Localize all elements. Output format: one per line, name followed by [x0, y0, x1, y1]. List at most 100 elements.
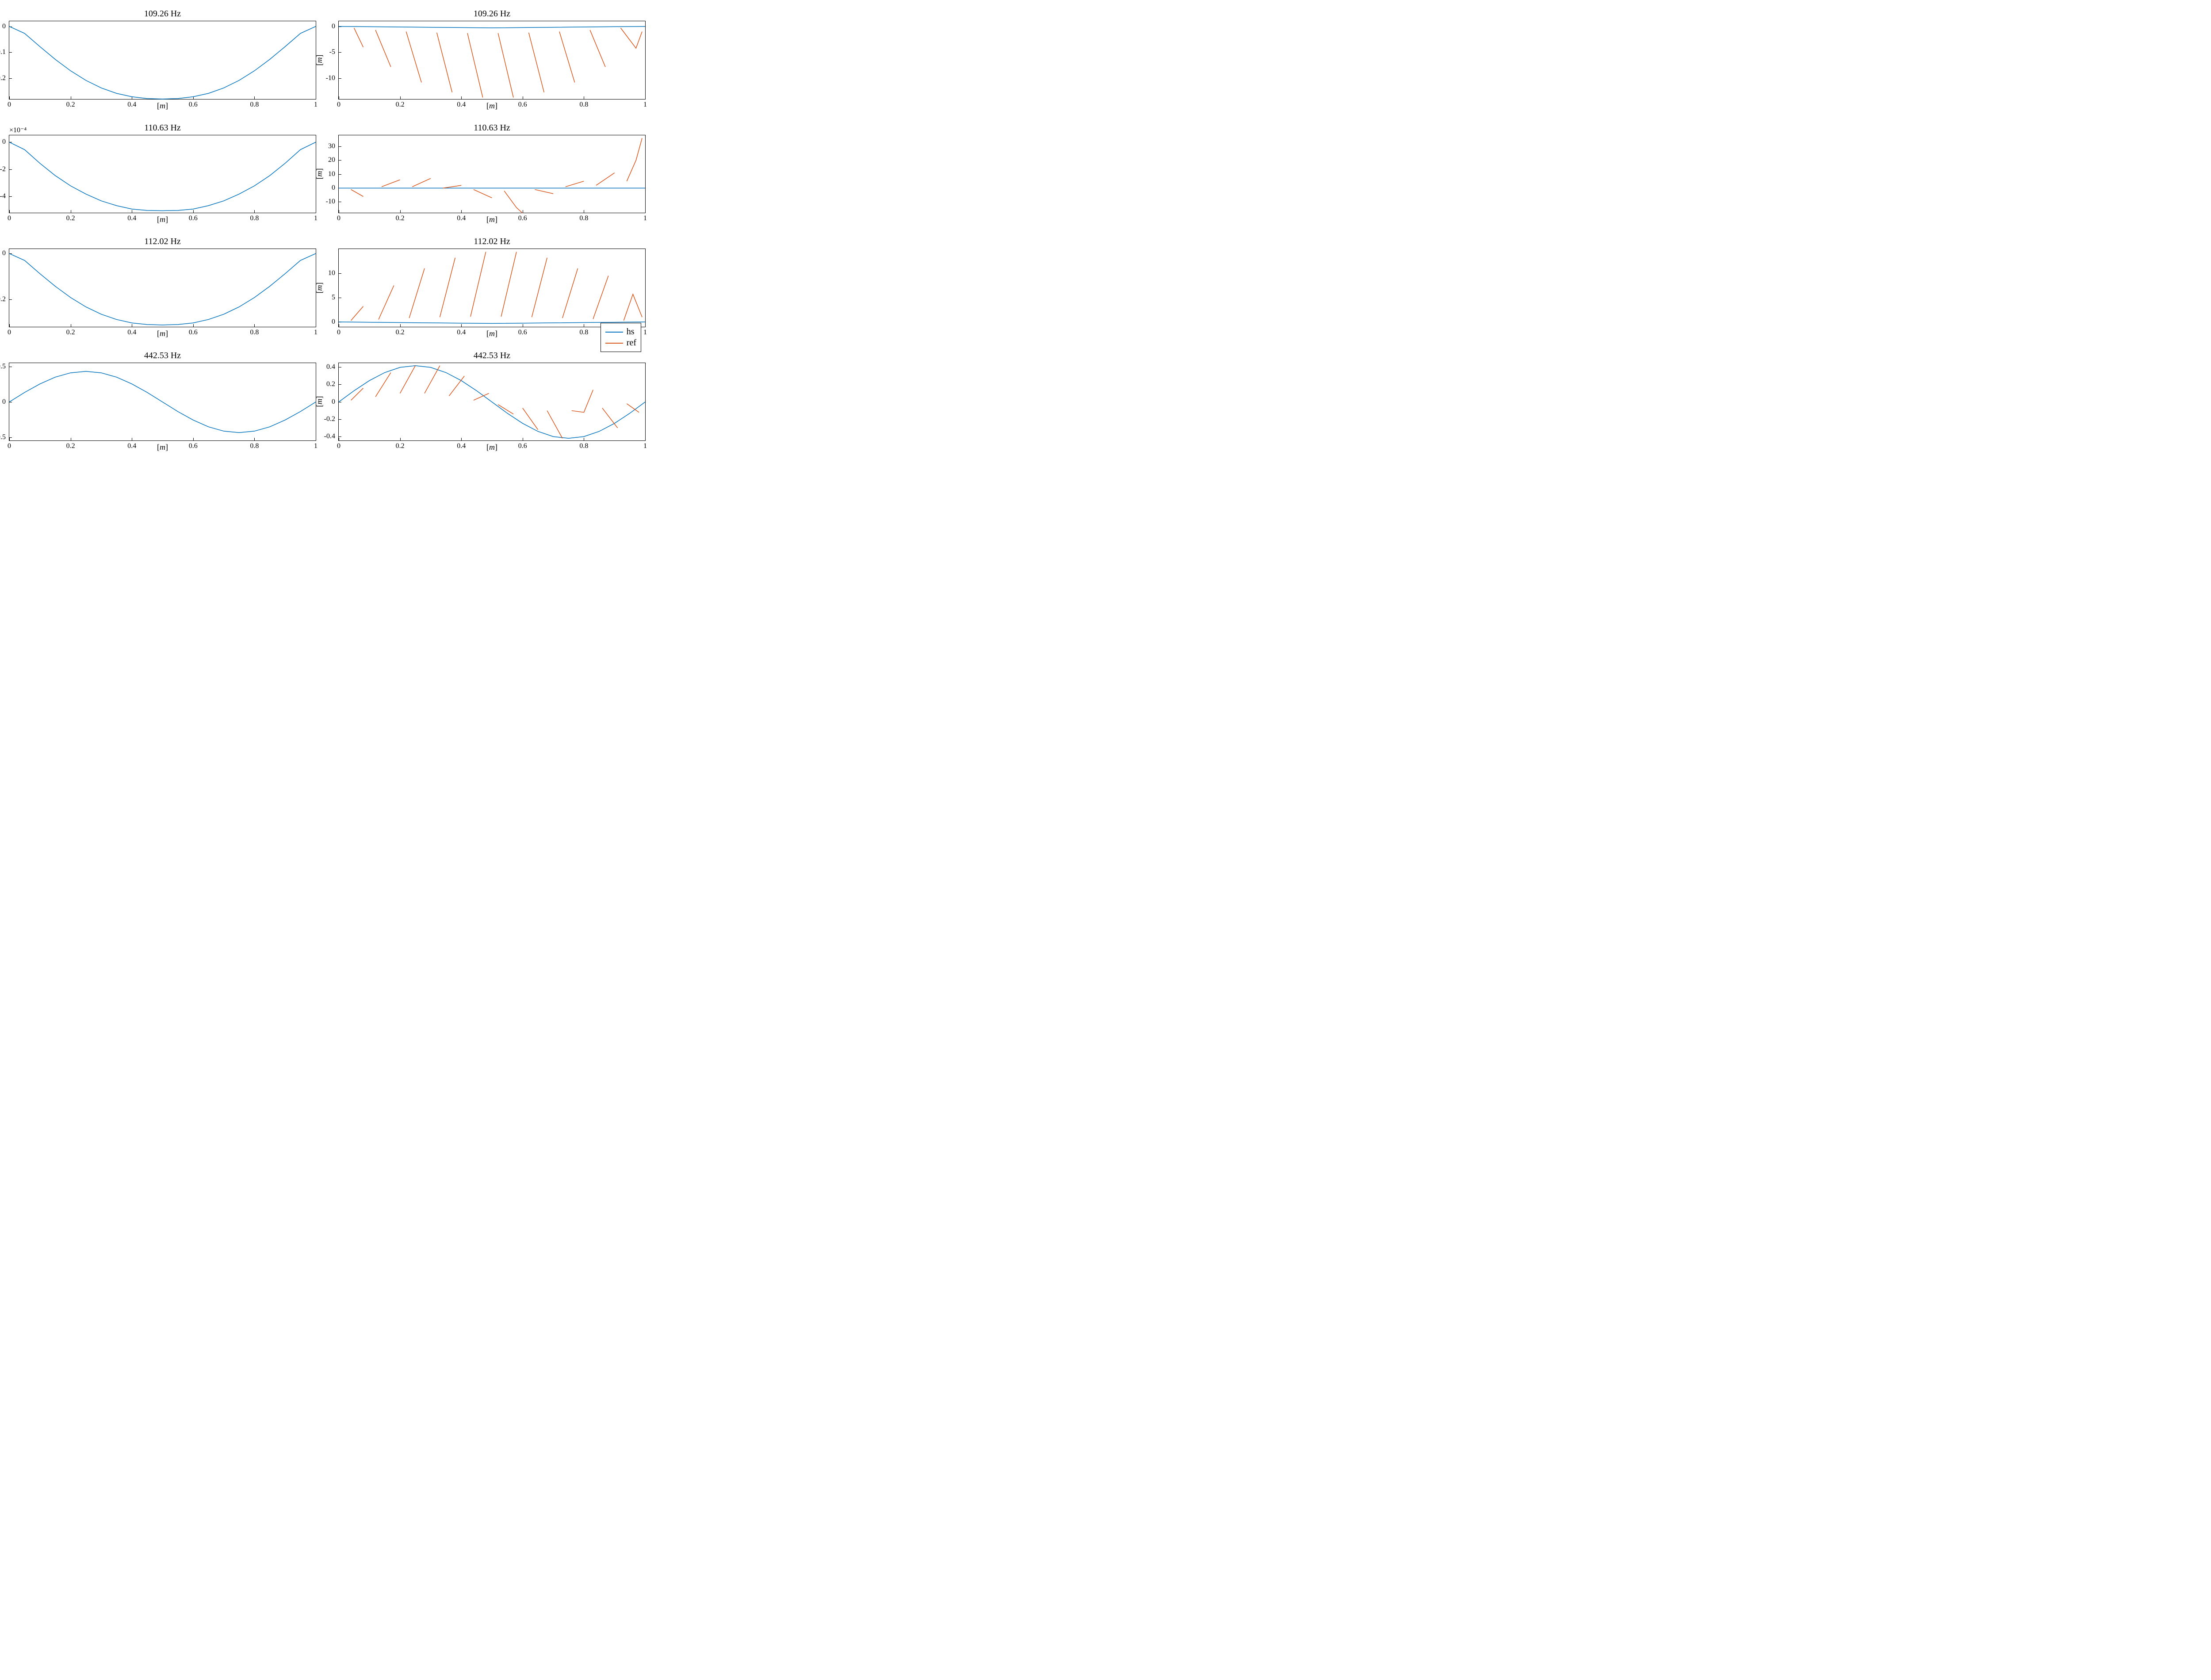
- panel-title: 442.53 Hz: [9, 351, 316, 361]
- x-tick-label: 0.8: [250, 101, 259, 109]
- x-tick-label: 0.8: [250, 329, 259, 337]
- panel-title: 110.63 Hz: [9, 123, 316, 133]
- series-ref-segment: [351, 306, 363, 321]
- y-tick-label: -0.4: [312, 432, 335, 440]
- series-ref-segment: [498, 33, 513, 97]
- series-ref-segment: [400, 365, 416, 393]
- series-ref-segment: [621, 28, 643, 48]
- x-axis-label: m: [486, 329, 497, 338]
- series-ref-segment: [572, 390, 593, 412]
- series-ref-segment: [596, 172, 615, 185]
- x-tick-label: 1: [643, 329, 647, 337]
- x-tick-label: 0.2: [66, 329, 75, 337]
- series-ref-segment: [449, 376, 464, 396]
- x-tick-label: 0: [8, 442, 11, 450]
- legend-label-hs: hs: [627, 327, 635, 337]
- panel-3-1: 442.53 Hzmm00.20.40.60.810.40.20-0.2-0.4: [338, 351, 646, 452]
- x-axis-label: m: [486, 101, 497, 111]
- series-ref-segment: [409, 268, 425, 318]
- plot-area: mm00.20.40.60.813020100-10: [338, 135, 646, 214]
- series-hs: [9, 142, 316, 210]
- plot-svg: [9, 21, 316, 99]
- x-tick-label: 0.6: [189, 101, 198, 109]
- y-tick-label: -4: [0, 192, 6, 200]
- series-ref-segment: [559, 31, 575, 82]
- series-ref-segment: [382, 180, 400, 187]
- y-tick-label: -0.5: [0, 433, 6, 441]
- x-tick-label: 0.4: [457, 329, 466, 337]
- series-ref-segment: [443, 185, 462, 188]
- series-ref-segment: [562, 268, 578, 318]
- y-tick-label: 0: [312, 184, 335, 192]
- x-axis-label: m: [157, 101, 168, 111]
- x-tick-label: 0.6: [518, 442, 527, 450]
- legend-swatch-hs: [605, 332, 623, 333]
- plot-area: mm00.20.40.60.810-0.1-0.2: [9, 21, 316, 99]
- series-hs: [339, 365, 645, 438]
- y-tick-label: 0: [312, 398, 335, 406]
- x-tick-label: 0.4: [457, 442, 466, 450]
- axis-exponent: ×10⁻⁴: [9, 126, 27, 134]
- x-axis-label: m: [486, 215, 497, 224]
- y-tick-label: 0: [0, 138, 6, 146]
- x-tick-label: 1: [643, 442, 647, 450]
- series-ref-segment: [566, 181, 584, 187]
- x-tick-label: 0.4: [127, 101, 136, 109]
- y-tick-label: 10: [312, 269, 335, 277]
- plot-area: mm00.20.40.60.810.40.20-0.2-0.4: [338, 363, 646, 441]
- legend-item-hs: hs: [605, 327, 636, 337]
- plot-svg: [339, 249, 645, 327]
- series-ref-segment: [440, 258, 455, 317]
- x-tick-label: 0.6: [518, 214, 527, 222]
- x-tick-label: 0.4: [127, 214, 136, 222]
- y-tick-label: -0.2: [0, 74, 6, 82]
- x-tick-label: 0: [337, 214, 340, 222]
- x-tick-label: 0.2: [396, 214, 405, 222]
- series-ref-segment: [425, 365, 440, 393]
- plot-svg: [339, 21, 645, 99]
- series-hs: [9, 253, 316, 325]
- plot-svg: [339, 363, 645, 441]
- panel-1-1: 110.63 Hzmm00.20.40.60.813020100-10: [338, 123, 646, 224]
- x-tick-label: 0.8: [579, 101, 588, 109]
- series-ref-segment: [624, 294, 642, 320]
- panel-0-0: 109.26 Hzmm00.20.40.60.810-0.1-0.2: [9, 9, 316, 110]
- plot-area: mm00.20.40.60.811050: [338, 249, 646, 327]
- panel-2-0: 112.02 Hzmm00.20.40.60.810-0.2: [9, 237, 316, 337]
- series-ref-segment: [504, 191, 523, 213]
- series-ref-segment: [547, 410, 562, 438]
- y-tick-label: -0.1: [0, 48, 6, 56]
- series-ref-segment: [354, 28, 363, 47]
- series-ref-segment: [406, 31, 421, 82]
- plot-svg: [9, 249, 316, 327]
- panel-1-0: 110.63 Hzmm×10⁻⁴00.20.40.60.810-2-4: [9, 123, 316, 224]
- series-hs: [9, 371, 316, 432]
- x-axis-label: m: [486, 443, 497, 452]
- series-ref-segment: [498, 404, 513, 414]
- y-tick-label: -0.2: [312, 415, 335, 423]
- y-tick-label: 0: [0, 23, 6, 31]
- series-ref-segment: [535, 189, 554, 193]
- plot-area: mm00.20.40.60.810-5-10: [338, 21, 646, 99]
- series-ref-segment: [412, 178, 431, 187]
- x-tick-label: 0.2: [396, 329, 405, 337]
- panel-title: 112.02 Hz: [338, 237, 646, 247]
- series-hs: [339, 322, 645, 323]
- x-tick-label: 0.6: [189, 214, 198, 222]
- x-tick-label: 0.8: [250, 442, 259, 450]
- series-ref-segment: [379, 286, 394, 320]
- series-ref-segment: [532, 258, 547, 317]
- x-tick-label: 0.6: [518, 101, 527, 109]
- series-ref-segment: [523, 408, 538, 429]
- x-tick-label: 0: [337, 442, 340, 450]
- panel-0-1: 109.26 Hzmm00.20.40.60.810-5-10: [338, 9, 646, 110]
- y-tick-label: -2: [0, 165, 6, 173]
- panel-2-1: 112.02 Hz mm00.20.40.60.811050: [338, 237, 646, 337]
- series-ref-segment: [529, 33, 544, 92]
- x-tick-label: 0.2: [66, 101, 75, 109]
- y-tick-label: 0: [0, 398, 6, 406]
- x-tick-label: 0.2: [66, 442, 75, 450]
- x-tick-label: 1: [643, 214, 647, 222]
- series-ref-segment: [467, 33, 483, 97]
- legend: hs ref: [601, 323, 641, 352]
